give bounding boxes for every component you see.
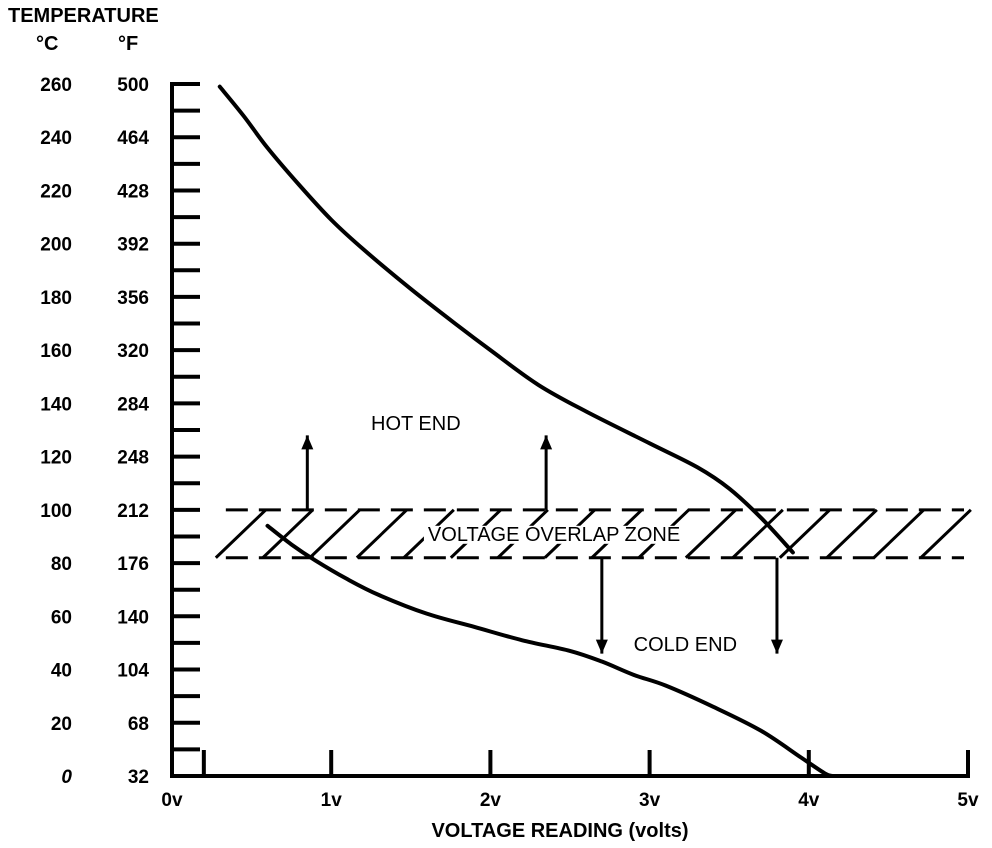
y-tick-label-fahrenheit: 392: [117, 235, 149, 256]
y-tick-label-fahrenheit: 428: [117, 181, 149, 202]
y-ticks: 0 20 40 60 80 100 120 140 160 180 200 220 240 260 32 68…: [40, 75, 200, 788]
curves: [217, 84, 835, 778]
y-tick-label-celsius: 160: [40, 341, 72, 362]
y-tick-label-fahrenheit: 284: [117, 394, 149, 415]
arrow-head: [595, 639, 608, 654]
y-tick-label-celsius: 0: [61, 767, 72, 788]
annotation-label: COLD END: [634, 634, 737, 656]
zone-hatch-line: [731, 508, 784, 559]
y-tick-label-celsius: 40: [51, 661, 72, 682]
y-tick-label-celsius: 240: [40, 128, 72, 149]
arrow-head: [540, 435, 553, 450]
zone-hatch-line: [872, 508, 925, 559]
y-tick-label-celsius: 260: [40, 75, 72, 96]
y-tick-label-celsius: 100: [40, 501, 72, 522]
zone-hatch-line: [308, 508, 361, 559]
y-tick-label-celsius: 180: [40, 288, 72, 309]
cold-end-curve: [265, 523, 835, 778]
zone-label-background: [423, 525, 685, 544]
y-tick-label-fahrenheit: 32: [128, 767, 149, 788]
zone-hatch-line: [919, 508, 972, 559]
zone-hatch-line: [261, 508, 314, 559]
arrows: [301, 435, 783, 654]
y-tick-label-fahrenheit: 68: [128, 714, 149, 735]
x-tick-label: 0v: [161, 790, 183, 811]
hot-end-curve: [217, 84, 795, 555]
x-axis-label: VOLTAGE READING (volts): [431, 820, 688, 842]
voltage-overlap-zone: VOLTAGE OVERLAP ZONE: [214, 508, 972, 560]
x-tick-label: 4v: [798, 790, 820, 811]
y-tick-label-fahrenheit: 140: [117, 607, 149, 628]
y-tick-label-fahrenheit: 320: [117, 341, 149, 362]
arrow-head: [301, 435, 314, 450]
y-tick-label-fahrenheit: 212: [117, 501, 149, 522]
zone-hatch-line: [214, 508, 267, 559]
x-tick-label: 3v: [639, 790, 661, 811]
x-tick-label: 2v: [480, 790, 502, 811]
y-tick-label-fahrenheit: 464: [117, 128, 149, 149]
chart-header: TEMPERATURE: [8, 5, 159, 27]
zone-hatch-line: [355, 508, 408, 559]
y-tick-label-celsius: 60: [51, 607, 72, 628]
y-unit-fahrenheit: °F: [118, 33, 138, 55]
annotation-label: HOT END: [371, 413, 461, 435]
y-tick-label-fahrenheit: 500: [117, 75, 149, 96]
zone-label: VOLTAGE OVERLAP ZONE: [428, 524, 680, 546]
y-tick-label-fahrenheit: 356: [117, 288, 149, 309]
x-tick-label: 1v: [321, 790, 343, 811]
y-tick-label-celsius: 120: [40, 448, 72, 469]
y-tick-label-celsius: 80: [51, 554, 72, 575]
y-tick-label-celsius: 220: [40, 181, 72, 202]
y-tick-label-fahrenheit: 248: [117, 448, 149, 469]
y-unit-celsius: °C: [36, 33, 58, 55]
y-tick-label-celsius: 20: [51, 714, 72, 735]
y-tick-label-fahrenheit: 176: [117, 554, 149, 575]
x-ticks: 0v 1v 2v 3v 4v 5v: [161, 750, 979, 811]
axes: [170, 82, 970, 778]
y-tick-label-fahrenheit: 104: [117, 661, 149, 682]
y-tick-label-celsius: 200: [40, 235, 72, 256]
zone-hatch-line: [778, 508, 831, 559]
annotations: HOT END COLD END: [371, 413, 737, 656]
x-tick-label: 5v: [957, 790, 979, 811]
zone-hatch-line: [825, 508, 878, 559]
arrow-head: [770, 639, 783, 654]
zone-hatch-line: [684, 508, 737, 559]
y-tick-label-celsius: 140: [40, 394, 72, 415]
